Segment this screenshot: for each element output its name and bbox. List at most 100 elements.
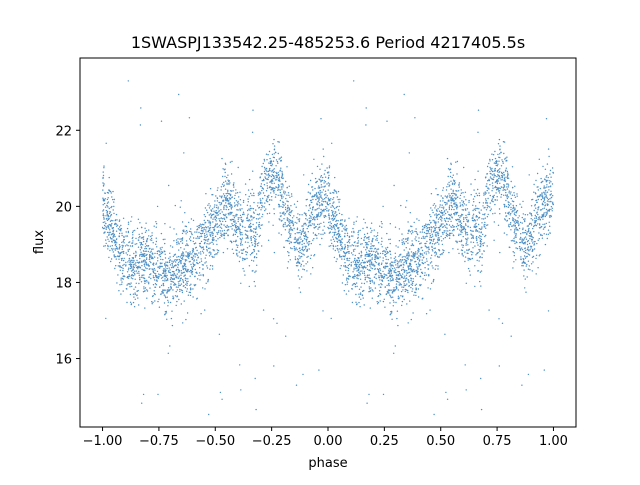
data-point xyxy=(440,210,443,212)
data-point xyxy=(513,240,516,242)
data-point xyxy=(223,217,225,219)
data-point xyxy=(429,288,432,290)
data-point xyxy=(466,232,468,234)
data-point xyxy=(409,300,411,302)
data-point xyxy=(403,243,406,245)
data-point xyxy=(180,260,182,262)
data-point xyxy=(462,235,464,238)
data-point xyxy=(155,263,157,266)
data-point xyxy=(221,230,224,232)
data-point xyxy=(327,226,329,229)
data-point xyxy=(226,195,229,197)
data-point xyxy=(136,259,138,262)
data-point xyxy=(417,249,419,251)
data-point xyxy=(515,219,517,222)
data-point xyxy=(276,173,278,175)
data-point xyxy=(536,172,539,175)
data-point xyxy=(281,177,283,180)
data-point xyxy=(332,244,334,247)
data-point xyxy=(316,196,318,198)
data-point xyxy=(271,171,273,173)
data-point xyxy=(132,261,134,264)
data-point xyxy=(155,243,157,245)
data-point xyxy=(250,239,252,242)
data-point xyxy=(398,228,401,230)
data-point xyxy=(196,259,198,261)
data-point xyxy=(392,261,394,263)
data-point xyxy=(118,251,120,254)
data-point xyxy=(510,180,512,183)
data-point xyxy=(549,169,552,172)
data-point xyxy=(240,249,242,251)
data-point xyxy=(297,259,299,261)
data-point xyxy=(107,245,109,248)
data-point xyxy=(133,288,135,290)
data-point xyxy=(445,209,447,211)
data-point xyxy=(212,233,214,235)
data-point xyxy=(285,180,287,183)
data-point xyxy=(452,226,455,228)
data-point xyxy=(534,222,536,224)
data-point xyxy=(232,184,235,186)
data-point xyxy=(286,225,289,227)
data-point xyxy=(192,288,194,290)
data-point xyxy=(387,276,389,278)
data-point xyxy=(276,322,278,324)
data-point xyxy=(321,163,323,165)
data-point xyxy=(472,209,474,212)
data-point xyxy=(164,313,166,315)
data-point xyxy=(134,274,136,276)
data-point xyxy=(541,196,544,198)
data-point xyxy=(189,284,191,287)
data-point xyxy=(208,243,210,245)
data-point xyxy=(496,189,498,191)
data-point xyxy=(516,195,518,197)
data-point xyxy=(434,224,437,226)
data-point xyxy=(484,226,486,228)
data-point xyxy=(314,209,316,211)
data-point xyxy=(418,260,421,262)
data-point xyxy=(483,250,485,252)
data-point xyxy=(224,232,226,235)
data-point xyxy=(126,235,129,237)
data-point xyxy=(149,253,151,256)
data-point xyxy=(442,223,444,225)
data-point xyxy=(170,277,172,279)
data-point xyxy=(241,234,243,236)
data-point xyxy=(375,277,377,280)
data-point xyxy=(108,240,110,242)
data-point xyxy=(236,225,239,228)
data-point xyxy=(427,274,430,276)
data-point xyxy=(282,225,284,227)
data-point xyxy=(355,282,358,284)
data-point xyxy=(373,235,375,237)
data-point xyxy=(169,278,172,281)
data-point xyxy=(182,268,185,271)
data-point xyxy=(320,214,322,216)
data-point xyxy=(129,254,131,257)
data-point xyxy=(405,279,407,281)
data-point xyxy=(146,290,149,292)
data-point xyxy=(474,195,476,198)
data-point xyxy=(535,216,537,218)
data-point xyxy=(155,284,158,286)
data-point xyxy=(274,187,276,190)
data-point xyxy=(467,259,469,261)
data-point xyxy=(498,192,501,194)
data-point xyxy=(107,216,110,218)
data-point xyxy=(320,222,322,225)
data-point xyxy=(238,203,240,205)
data-point xyxy=(347,246,349,248)
data-point xyxy=(515,259,517,261)
data-point xyxy=(532,249,534,251)
data-point xyxy=(396,288,398,290)
data-point xyxy=(235,200,238,202)
data-point xyxy=(249,205,251,207)
data-point xyxy=(380,286,382,288)
data-point xyxy=(366,281,368,283)
data-point xyxy=(302,231,304,233)
data-point xyxy=(344,262,346,264)
data-point xyxy=(180,270,182,272)
data-point xyxy=(345,251,348,254)
data-point xyxy=(480,270,483,272)
